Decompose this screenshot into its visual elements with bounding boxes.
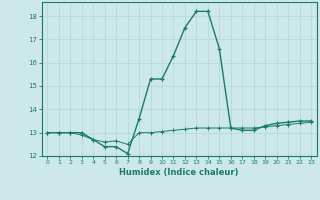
X-axis label: Humidex (Indice chaleur): Humidex (Indice chaleur) — [119, 168, 239, 177]
